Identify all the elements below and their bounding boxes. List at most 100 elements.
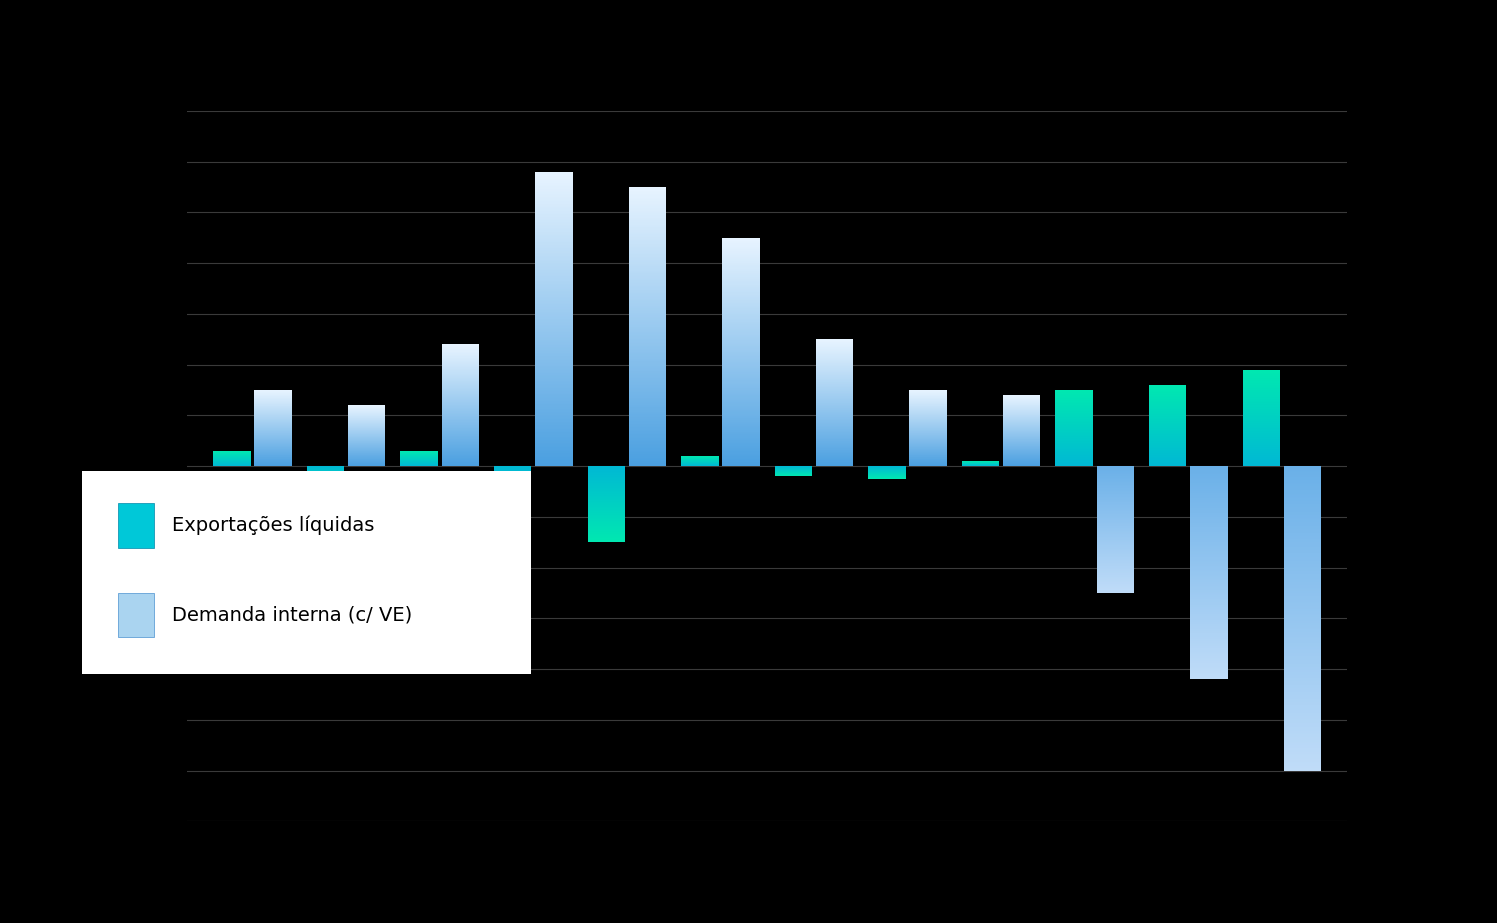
Bar — [536, 318, 572, 319]
Bar — [629, 370, 666, 371]
Bar — [723, 419, 760, 421]
Bar — [723, 398, 760, 399]
Bar — [1284, 527, 1322, 529]
Bar — [723, 460, 760, 461]
Bar — [629, 419, 666, 420]
Bar — [629, 384, 666, 385]
Bar — [536, 363, 572, 365]
Bar — [536, 442, 572, 444]
Bar — [1284, 551, 1322, 553]
Bar — [1284, 607, 1322, 609]
Bar — [536, 293, 572, 294]
Bar — [629, 279, 666, 281]
Bar — [1190, 558, 1228, 560]
Bar — [723, 446, 760, 447]
Bar — [723, 422, 760, 423]
Bar — [536, 248, 572, 250]
Bar — [1190, 565, 1228, 567]
Bar — [1190, 471, 1228, 472]
Bar — [536, 312, 572, 313]
Bar — [629, 367, 666, 368]
Bar — [723, 322, 760, 323]
Bar — [536, 222, 572, 223]
Bar — [1190, 544, 1228, 545]
Bar — [1284, 661, 1322, 663]
Bar — [1284, 497, 1322, 498]
Bar — [1284, 473, 1322, 475]
Bar — [1190, 541, 1228, 542]
Bar — [536, 407, 572, 409]
Bar — [629, 431, 666, 433]
Bar — [629, 302, 666, 303]
Bar — [1190, 519, 1228, 520]
Bar — [536, 434, 572, 436]
Bar — [1284, 469, 1322, 471]
Bar — [629, 251, 666, 253]
Bar — [536, 450, 572, 451]
Bar — [1284, 687, 1322, 689]
Bar — [629, 332, 666, 333]
Bar — [1284, 572, 1322, 574]
Bar — [1284, 593, 1322, 594]
Bar — [1284, 743, 1322, 745]
Bar — [1284, 597, 1322, 599]
Bar — [629, 427, 666, 428]
Bar — [536, 276, 572, 278]
Bar — [1190, 472, 1228, 473]
Bar — [536, 333, 572, 335]
Bar — [1190, 481, 1228, 482]
Bar — [1284, 480, 1322, 482]
Bar — [629, 219, 666, 221]
Bar — [629, 313, 666, 314]
Bar — [1190, 469, 1228, 471]
Bar — [536, 463, 572, 464]
Bar — [1284, 712, 1322, 713]
Bar — [629, 336, 666, 338]
Bar — [536, 184, 572, 185]
Bar — [629, 343, 666, 344]
Bar — [723, 337, 760, 338]
Bar — [629, 311, 666, 313]
Bar — [536, 437, 572, 438]
Bar — [536, 290, 572, 291]
Bar — [723, 264, 760, 265]
Bar — [629, 272, 666, 273]
Bar — [629, 314, 666, 316]
Bar — [1190, 495, 1228, 496]
Bar — [723, 314, 760, 316]
Bar — [536, 196, 572, 197]
Bar — [1284, 644, 1322, 646]
Bar — [1190, 548, 1228, 549]
Bar — [629, 456, 666, 458]
Bar — [536, 226, 572, 228]
Bar — [536, 429, 572, 431]
Bar — [536, 172, 572, 174]
Bar — [723, 442, 760, 443]
Bar — [629, 267, 666, 268]
Bar — [723, 414, 760, 416]
Bar — [1284, 594, 1322, 595]
Bar — [536, 422, 572, 424]
Bar — [536, 384, 572, 385]
Bar — [1190, 592, 1228, 593]
Bar — [1190, 593, 1228, 594]
Bar — [629, 341, 666, 342]
Bar — [536, 424, 572, 425]
Bar — [629, 322, 666, 324]
Bar — [1190, 584, 1228, 585]
Bar — [1284, 618, 1322, 620]
Bar — [536, 270, 572, 271]
Bar — [723, 362, 760, 364]
Bar — [536, 234, 572, 235]
Bar — [629, 344, 666, 346]
Bar — [1284, 513, 1322, 515]
Bar — [629, 365, 666, 366]
Bar — [723, 389, 760, 390]
Bar — [1284, 679, 1322, 681]
Bar — [723, 303, 760, 304]
Bar — [1190, 620, 1228, 622]
Bar — [723, 409, 760, 410]
Bar — [536, 303, 572, 305]
Bar — [723, 388, 760, 389]
Bar — [1284, 609, 1322, 611]
